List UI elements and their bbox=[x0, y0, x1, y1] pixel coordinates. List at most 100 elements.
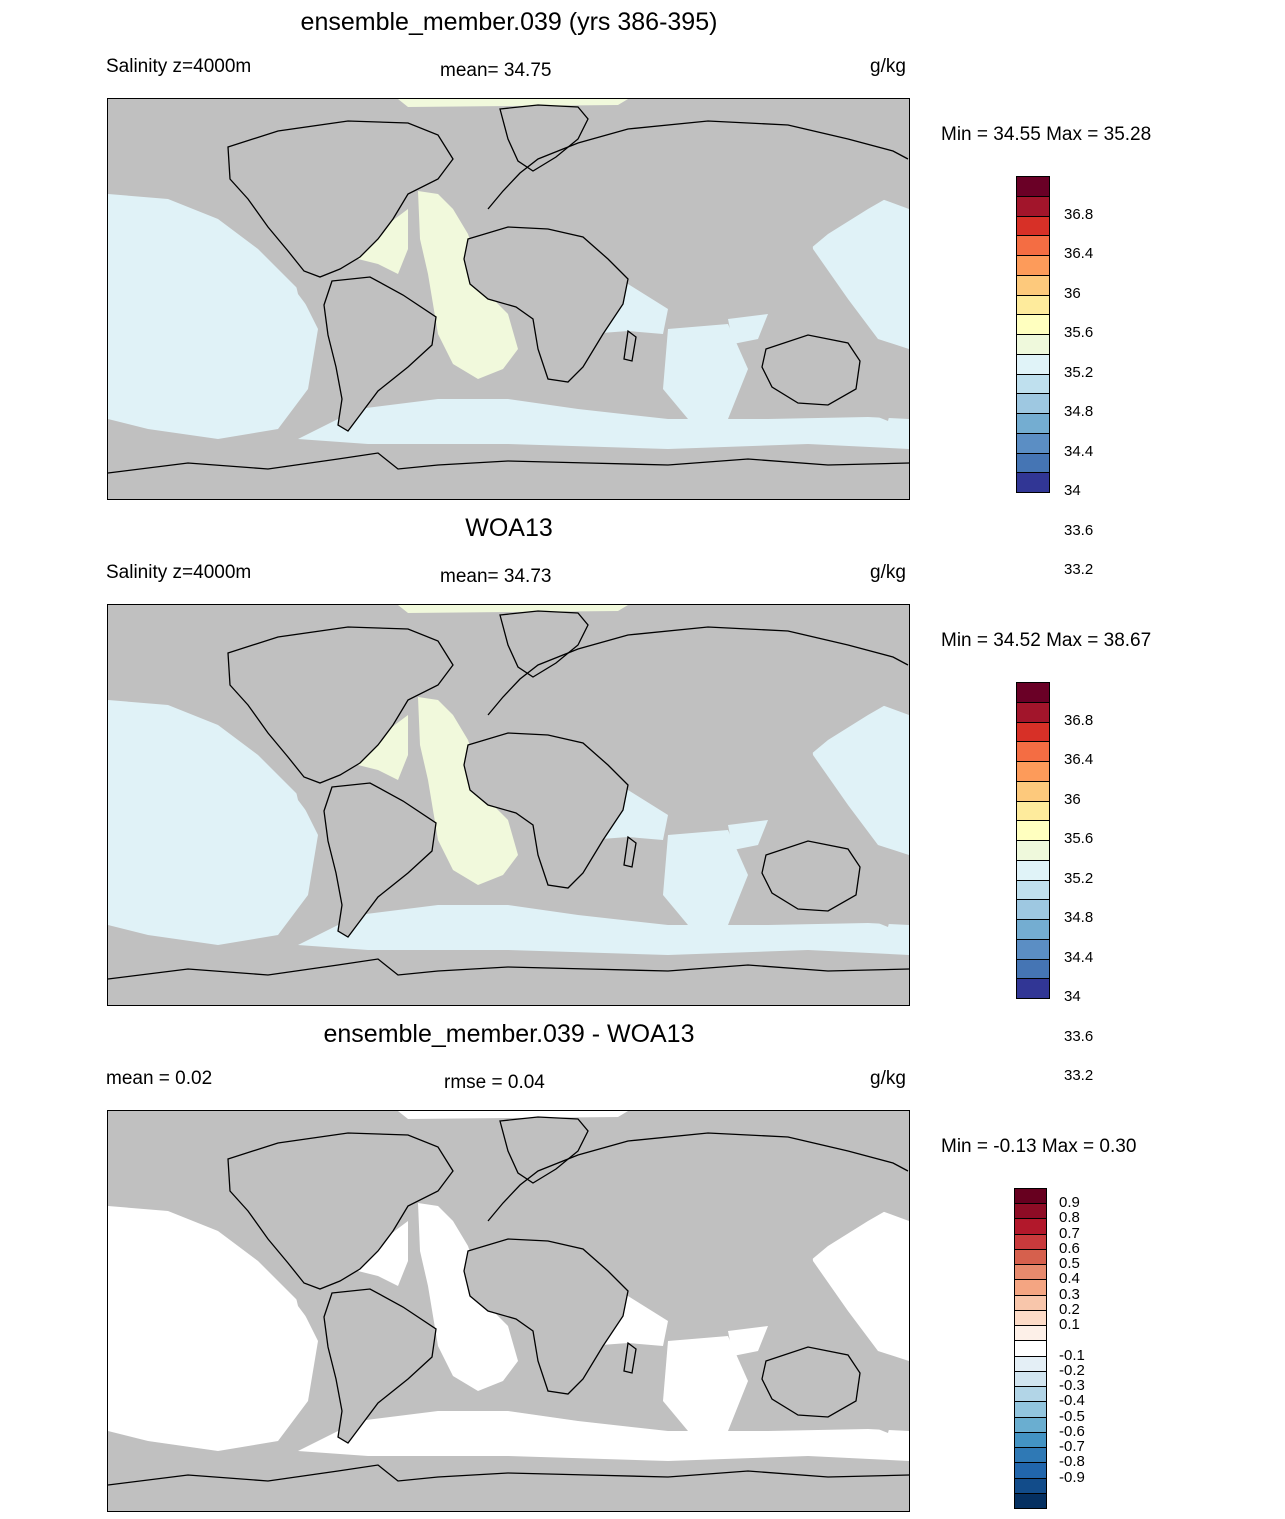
landmass-arabia_india bbox=[578, 737, 693, 805]
colorbar-segment bbox=[1014, 1447, 1047, 1464]
colorbar-segment bbox=[1016, 800, 1050, 822]
landmass-africa bbox=[464, 227, 628, 382]
colorbar-tick-label: 0.1 bbox=[1059, 1316, 1080, 1334]
panel-title: WOA13 bbox=[465, 514, 553, 542]
coastline bbox=[623, 835, 637, 868]
panel-observation: WOA13 Salinity z=4000m mean= 34.73 g/kg … bbox=[0, 506, 1285, 1084]
coastline bbox=[323, 1288, 437, 1444]
colorbar-tick-label: -0.9 bbox=[1059, 1468, 1085, 1486]
landmass-seasia bbox=[748, 271, 828, 321]
colorbar-segment bbox=[1016, 958, 1050, 980]
coastline bbox=[761, 840, 861, 912]
colorbar-segment bbox=[1016, 840, 1050, 861]
mean-label: mean= 34.73 bbox=[440, 566, 552, 587]
colorbar-segment bbox=[1014, 1492, 1047, 1509]
colorbar-tick-label: 36.4 bbox=[1064, 245, 1094, 262]
atlantic-band bbox=[418, 1203, 518, 1391]
colorbar-segment bbox=[1016, 294, 1050, 316]
panel-title: ensemble_member.039 (yrs 386-395) bbox=[300, 8, 718, 36]
colorbar-tick-label: 0.9 bbox=[1059, 1194, 1080, 1212]
coastline bbox=[487, 1132, 909, 1222]
coastline bbox=[761, 334, 861, 406]
colorbar-tick-label: -0.5 bbox=[1059, 1407, 1085, 1425]
colorbar-segment bbox=[1016, 741, 1050, 762]
colorbar-tick-label: 33.6 bbox=[1064, 1027, 1094, 1045]
variable-label: Salinity z=4000m bbox=[106, 562, 252, 583]
colorbar-segment bbox=[1016, 432, 1050, 454]
colorbar-tick-label: 33.6 bbox=[1064, 521, 1094, 539]
landmass-africa bbox=[464, 1239, 628, 1394]
colorbar: 36.8 36.4 36 35.6 35.2 34.8 34.4 34 33.6 33.2 bbox=[1016, 176, 1093, 578]
colorbar-segment bbox=[1014, 1477, 1047, 1494]
ocean-region bbox=[663, 830, 748, 925]
landmass-greenland bbox=[500, 105, 588, 171]
atlantic-band bbox=[348, 715, 408, 780]
coastline bbox=[487, 120, 909, 210]
colorbar-tick-label: -0.3 bbox=[1059, 1377, 1085, 1395]
coastline bbox=[323, 782, 437, 938]
landmass-australia bbox=[762, 1347, 860, 1417]
colorbar-segment bbox=[1016, 919, 1050, 940]
landmass-eurasia bbox=[488, 627, 908, 783]
colorbar-segment bbox=[1014, 1355, 1047, 1372]
colorbar-segment bbox=[1014, 1370, 1047, 1388]
landmass-nz bbox=[878, 1411, 892, 1433]
colorbar-segment bbox=[1016, 938, 1050, 960]
landmass-australia bbox=[762, 841, 860, 911]
coastline bbox=[323, 276, 437, 432]
colorbar-segment bbox=[1014, 1416, 1047, 1433]
colorbar-segment bbox=[1016, 255, 1050, 276]
colorbar-tick-label: 36.4 bbox=[1064, 751, 1094, 768]
coastline bbox=[623, 329, 637, 362]
map-plot bbox=[107, 604, 910, 1006]
colorbar: 36.8 36.4 36 35.6 35.2 34.8 34.4 34 33.6 33.2 bbox=[1016, 682, 1093, 1084]
coastline bbox=[487, 626, 909, 716]
colorbar-segment bbox=[1014, 1462, 1047, 1479]
landmass-eurasia bbox=[488, 1133, 908, 1289]
colorbar-tick-label: -0.6 bbox=[1059, 1422, 1085, 1440]
colorbar-segment bbox=[1014, 1294, 1047, 1311]
coastline bbox=[623, 1341, 637, 1374]
landmass-arabia_india bbox=[578, 1243, 693, 1311]
colorbar-tick-label: 0.5 bbox=[1059, 1255, 1080, 1273]
ocean-region bbox=[808, 700, 909, 855]
colorbar-segment bbox=[1016, 215, 1050, 237]
landmass-africa bbox=[464, 733, 628, 888]
ocean-region bbox=[108, 700, 318, 945]
atlantic-band bbox=[348, 1221, 408, 1286]
colorbar-segment bbox=[1016, 373, 1050, 395]
colorbar-tick-label: -0.1 bbox=[1059, 1346, 1085, 1364]
ocean-region bbox=[298, 399, 909, 449]
colorbar-tick-label: 35.2 bbox=[1064, 363, 1094, 381]
colorbar-tick-label: 0.2 bbox=[1059, 1300, 1080, 1318]
colorbar-segment bbox=[1014, 1264, 1047, 1281]
coastline bbox=[463, 226, 629, 383]
coastline bbox=[108, 1464, 909, 1486]
colorbar-segment bbox=[1014, 1325, 1047, 1342]
mean-label: mean = 0.02 bbox=[106, 1068, 213, 1089]
colorbar-segment bbox=[1016, 899, 1050, 920]
colorbar-tick-label: 35.6 bbox=[1064, 324, 1094, 341]
colorbar-tick-label: 34.4 bbox=[1064, 948, 1094, 966]
units-label: g/kg bbox=[870, 1068, 906, 1089]
colorbar-segment bbox=[1016, 393, 1050, 414]
colorbar-segment bbox=[1016, 721, 1050, 743]
landmass-samerica bbox=[324, 1289, 436, 1443]
colorbar-tick-label: 34.4 bbox=[1064, 442, 1094, 460]
colorbar-segment bbox=[1016, 452, 1050, 474]
colorbar-tick-label: 0.7 bbox=[1059, 1224, 1080, 1242]
colorbar-tick-label: 36.8 bbox=[1064, 205, 1094, 223]
colorbar-segment bbox=[1016, 761, 1050, 782]
ocean-region bbox=[298, 905, 909, 955]
landmass-nz bbox=[878, 905, 892, 927]
ocean-region bbox=[728, 820, 768, 850]
atlantic-band bbox=[398, 99, 628, 107]
atlantic-band bbox=[418, 191, 518, 379]
ocean-region bbox=[298, 1411, 909, 1461]
colorbar-tick-label: 34 bbox=[1064, 482, 1081, 499]
colorbar-segment bbox=[1016, 682, 1050, 703]
ocean-region bbox=[663, 324, 748, 419]
world-map bbox=[108, 605, 909, 1005]
colorbar-tick-label: 36 bbox=[1064, 790, 1081, 808]
colorbar-tick-label: 0.6 bbox=[1059, 1239, 1080, 1257]
